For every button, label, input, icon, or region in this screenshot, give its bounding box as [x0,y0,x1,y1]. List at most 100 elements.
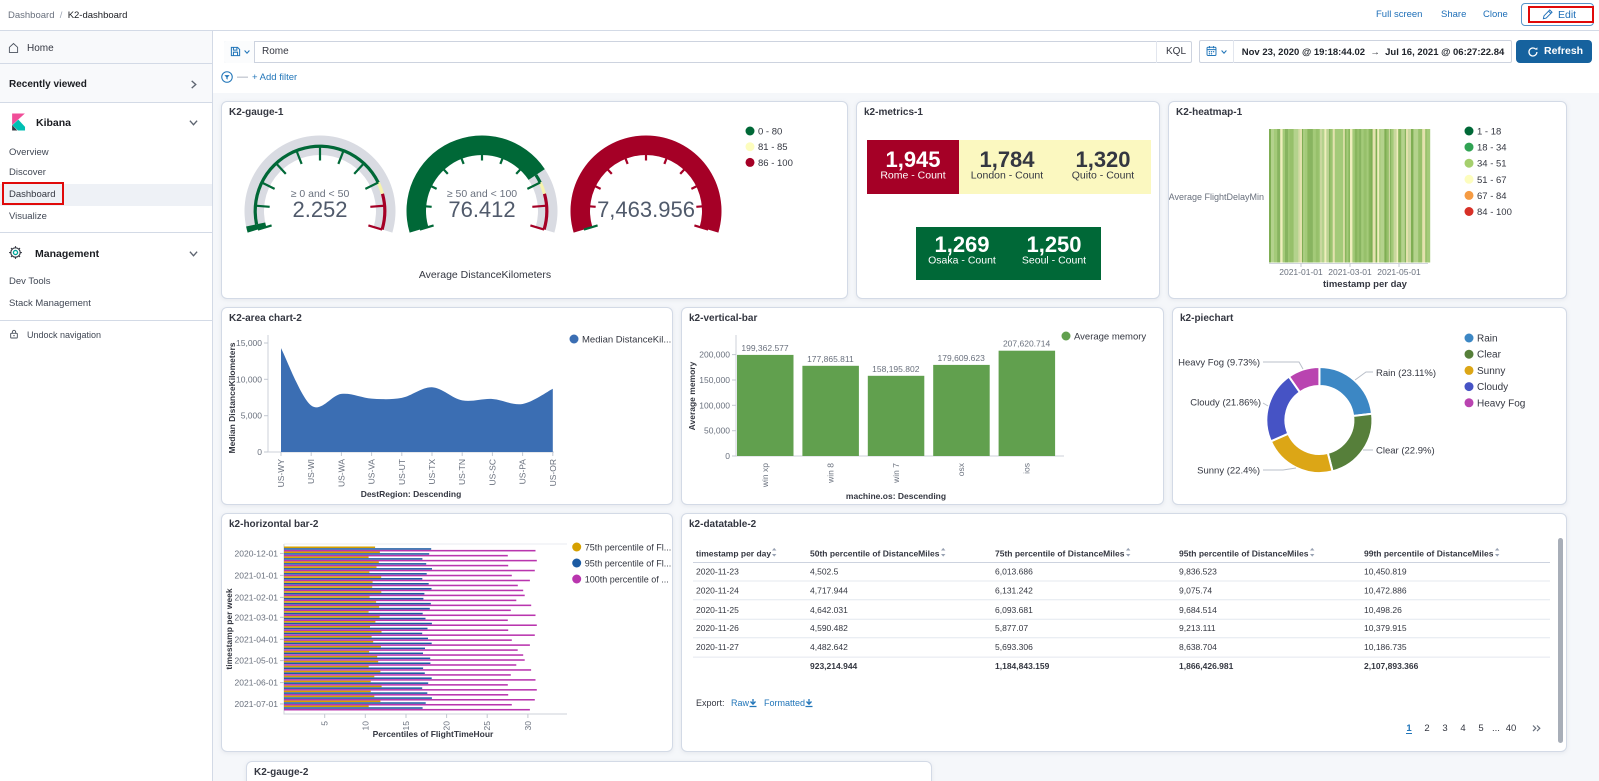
svg-text:Median DistanceKilometers: Median DistanceKilometers [227,342,237,453]
svg-text:2021-05-01: 2021-05-01 [235,656,279,666]
svg-text:2021-04-01: 2021-04-01 [235,634,279,644]
svg-text:2: 2 [1424,723,1429,734]
svg-text:4,482.642: 4,482.642 [810,642,848,652]
svg-text:win 8: win 8 [825,463,835,484]
svg-text:Formatted: Formatted [764,698,805,708]
svg-text:10,379.915: 10,379.915 [1364,623,1407,633]
svg-text:34 - 51: 34 - 51 [1477,159,1507,170]
svg-text:2020-11-24: 2020-11-24 [696,586,739,596]
svg-text:9,075.74: 9,075.74 [1179,586,1212,596]
svg-text:18 - 34: 18 - 34 [1477,143,1507,154]
svg-text:99th percentile of DistanceMil: 99th percentile of DistanceMiles [1364,549,1494,559]
svg-text:1,945: 1,945 [885,147,940,172]
svg-text:2021-07-01: 2021-07-01 [235,699,279,709]
svg-text:Rain (23.11%): Rain (23.11%) [1376,368,1436,379]
svg-text:1,866,426.981: 1,866,426.981 [1179,661,1234,671]
svg-text:40: 40 [1506,723,1517,734]
svg-text:6,131.242: 6,131.242 [995,586,1033,596]
svg-text:4: 4 [1460,723,1465,734]
svg-text:8,638.704: 8,638.704 [1179,642,1217,652]
svg-text:Sunny: Sunny [1477,366,1505,377]
svg-text:2020-11-26: 2020-11-26 [696,623,739,633]
svg-text:Cloudy (21.86%): Cloudy (21.86%) [1190,398,1261,409]
svg-text:2020-12-01: 2020-12-01 [235,548,279,558]
svg-text:timestamp per day: timestamp per day [696,549,771,559]
svg-text:30: 30 [523,721,533,731]
svg-text:76.412: 76.412 [448,197,515,222]
svg-text:Clear: Clear [1477,350,1502,361]
svg-text:150,000: 150,000 [699,375,730,385]
svg-text:2020-11-25: 2020-11-25 [696,605,739,615]
svg-text:200,000: 200,000 [699,350,730,360]
svg-text:0 - 80: 0 - 80 [758,127,782,138]
svg-text:2021-05-01: 2021-05-01 [1377,267,1421,277]
svg-text:Percentiles of FlightTimeHour: Percentiles of FlightTimeHour [373,729,494,739]
svg-text:81 - 85: 81 - 85 [758,142,788,153]
svg-text:51 - 67: 51 - 67 [1477,175,1507,186]
svg-text:10,450.819: 10,450.819 [1364,566,1407,576]
svg-text:...: ... [1492,723,1500,734]
svg-text:2.252: 2.252 [292,197,347,222]
svg-text:86 - 100: 86 - 100 [758,158,793,169]
svg-text:1 - 18: 1 - 18 [1477,127,1501,138]
svg-text:9,213.111: 9,213.111 [1179,623,1216,633]
svg-text:Average FlightDelayMin: Average FlightDelayMin [1169,192,1264,202]
svg-text:25: 25 [482,721,492,731]
svg-text:95th percentile of Fl...: 95th percentile of Fl... [585,559,672,569]
svg-text:Seoul - Count: Seoul - Count [1022,255,1086,267]
svg-text:5,877.07: 5,877.07 [995,623,1028,633]
svg-text:2020-11-27: 2020-11-27 [696,642,739,652]
svg-text:5,000: 5,000 [241,411,263,421]
svg-text:179,609.623: 179,609.623 [938,353,986,363]
svg-text:3: 3 [1442,723,1447,734]
svg-text:20: 20 [442,721,452,731]
svg-text:US-UT: US-UT [397,459,407,485]
svg-text:4,590.482: 4,590.482 [810,623,848,633]
svg-text:London - Count: London - Count [971,170,1043,182]
svg-text:Clear (22.9%): Clear (22.9%) [1376,446,1435,457]
svg-text:158,195.802: 158,195.802 [872,364,920,374]
svg-text:5: 5 [320,721,330,726]
svg-text:US-SC: US-SC [487,459,497,485]
svg-text:US-PA: US-PA [518,459,528,485]
svg-text:100,000: 100,000 [699,400,730,410]
svg-text:95th percentile of DistanceMil: 95th percentile of DistanceMiles [1179,549,1309,559]
svg-text:1,184,843.159: 1,184,843.159 [995,661,1050,671]
svg-text:1,320: 1,320 [1075,147,1130,172]
svg-text:7,463.956: 7,463.956 [597,197,695,222]
svg-text:10,498.26: 10,498.26 [1364,605,1402,615]
svg-text:15: 15 [401,721,411,731]
svg-text:9,684.514: 9,684.514 [1179,605,1217,615]
svg-text:US-VA: US-VA [367,459,377,485]
svg-text:5,693.306: 5,693.306 [995,642,1033,652]
svg-text:Raw: Raw [731,698,750,708]
svg-text:Average DistanceKilometers: Average DistanceKilometers [419,269,551,281]
svg-text:Sunny (22.4%): Sunny (22.4%) [1197,466,1260,477]
svg-text:Quito - Count: Quito - Count [1072,170,1135,182]
svg-text:5: 5 [1478,723,1483,734]
svg-text:Osaka - Count: Osaka - Count [928,255,996,267]
svg-text:Heavy Fog (9.73%): Heavy Fog (9.73%) [1178,358,1260,369]
svg-text:75th percentile of DistanceMil: 75th percentile of DistanceMiles [995,549,1125,559]
svg-text:4,717.944: 4,717.944 [810,586,848,596]
svg-text:75th percentile of Fl...: 75th percentile of Fl... [585,543,672,553]
svg-text:2021-03-01: 2021-03-01 [235,612,279,622]
svg-text:6,013.686: 6,013.686 [995,566,1033,576]
svg-text:US-WY: US-WY [276,459,286,488]
svg-text:15,000: 15,000 [236,338,262,348]
svg-text:10,472.886: 10,472.886 [1364,586,1407,596]
svg-text:win 7: win 7 [891,463,901,484]
svg-text:1: 1 [1406,723,1412,734]
svg-text:199,362.577: 199,362.577 [741,343,789,353]
svg-text:1,250: 1,250 [1026,232,1081,257]
svg-text:DestRegion: Descending: DestRegion: Descending [361,489,462,499]
svg-text:Export:: Export: [696,698,725,708]
svg-text:10,186.735: 10,186.735 [1364,642,1407,652]
svg-text:Rain: Rain [1477,334,1498,345]
svg-text:67 - 84: 67 - 84 [1477,191,1507,202]
svg-text:US-TX: US-TX [427,459,437,485]
svg-text:ios: ios [1022,463,1032,474]
svg-text:machine.os: Descending: machine.os: Descending [846,491,946,501]
svg-text:1,269: 1,269 [934,232,989,257]
svg-text:US-TN: US-TN [457,459,467,485]
